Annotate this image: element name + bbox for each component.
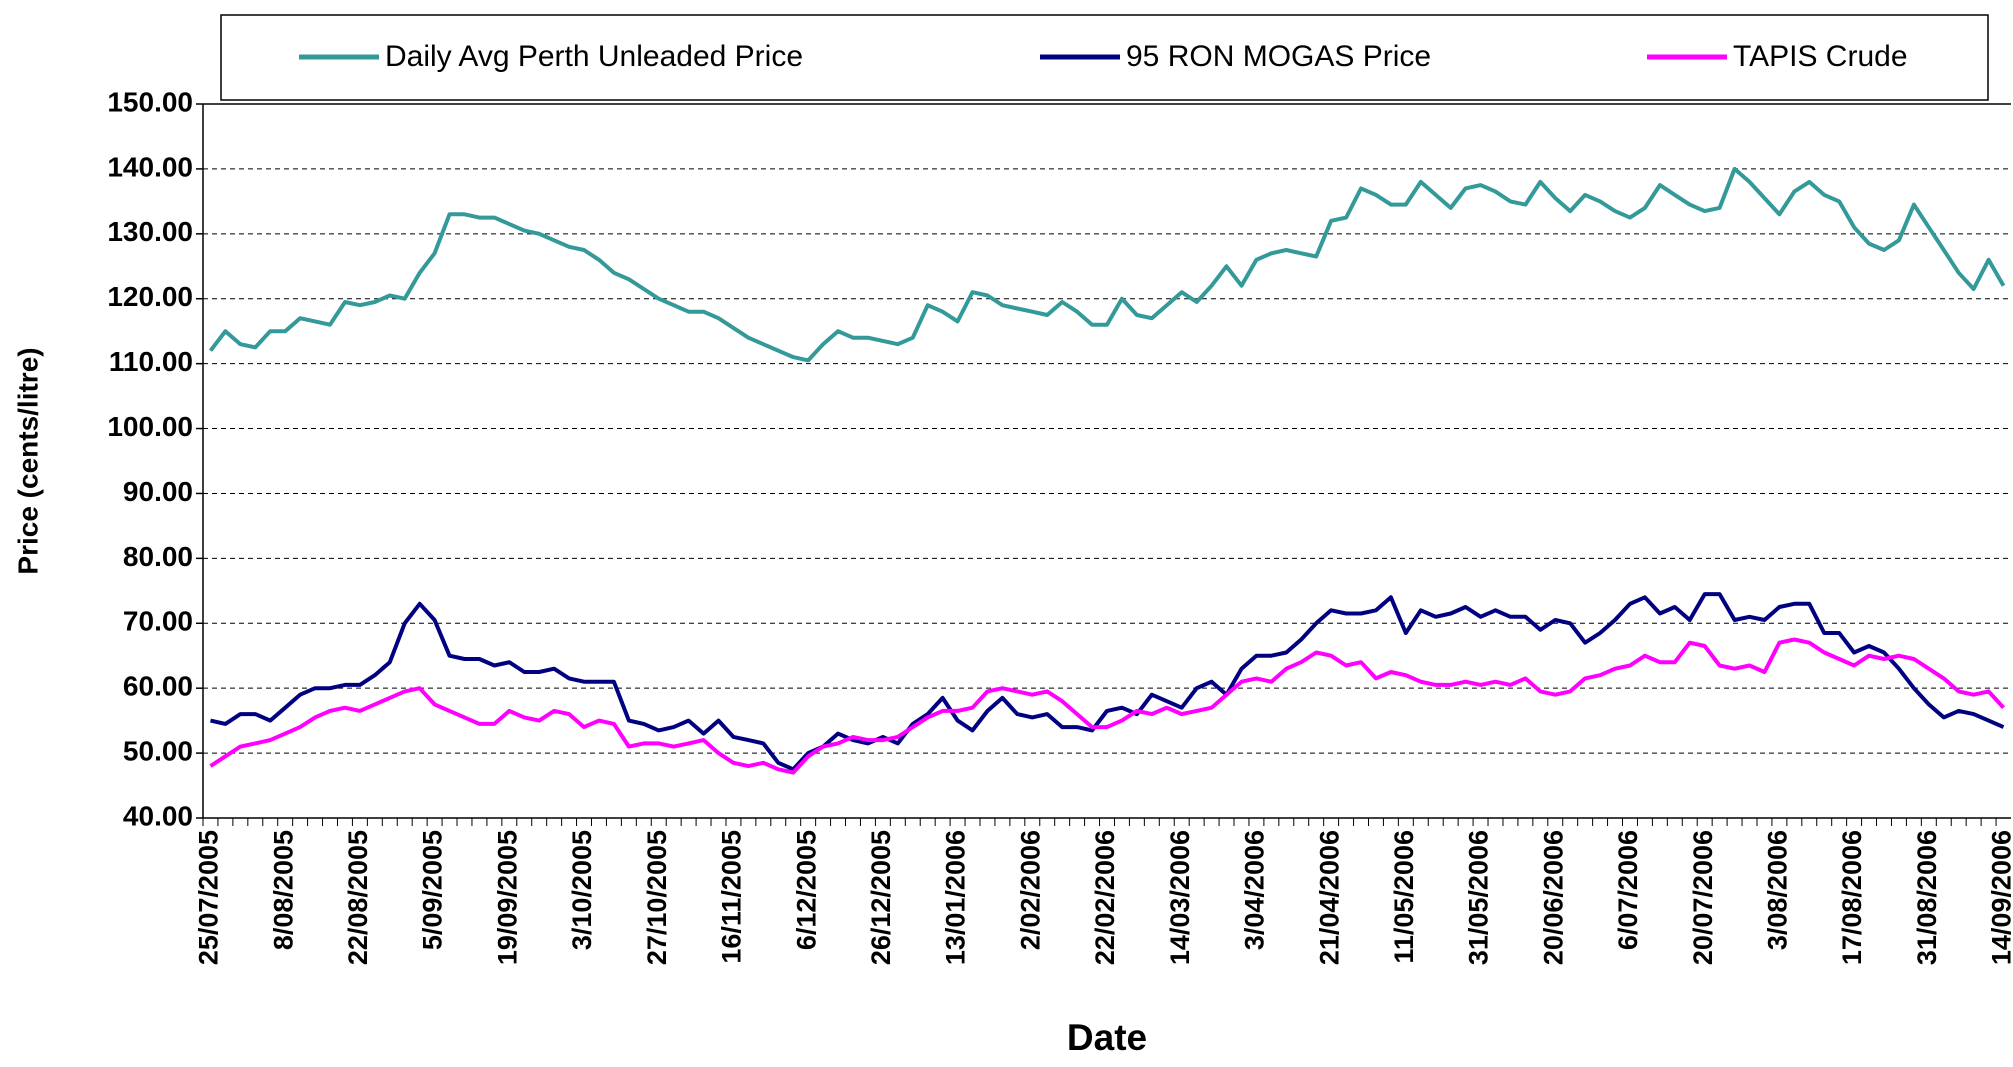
- series-line: [209, 637, 2005, 775]
- y-tick-label: 130.00: [107, 216, 193, 247]
- x-tick-label: 26/12/2005: [866, 830, 896, 965]
- x-tick-label: 14/09/2006: [1987, 830, 2013, 965]
- y-tick-label: 40.00: [123, 800, 193, 831]
- x-tick-label: 3/04/2006: [1240, 830, 1270, 950]
- x-tick-label: 14/03/2006: [1165, 830, 1195, 965]
- y-tick-label: 110.00: [109, 346, 193, 377]
- y-tick-label: 50.00: [123, 735, 193, 766]
- x-tick-label: 22/08/2005: [343, 830, 373, 965]
- x-axis-title: Date: [1067, 1017, 1147, 1058]
- x-tick-label: 2/02/2006: [1015, 830, 1045, 950]
- series-line: [208, 166, 2006, 363]
- y-tick-label: 150.00: [107, 86, 193, 117]
- x-tick-label: 11/05/2006: [1389, 830, 1419, 964]
- y-axis-title: Price (cents/litre): [12, 347, 43, 574]
- legend-label: Daily Avg Perth Unleaded Price: [385, 40, 803, 73]
- series-line: [210, 592, 2005, 772]
- y-tick-label: 120.00: [107, 281, 193, 312]
- legend-label: TAPIS Crude: [1733, 40, 1908, 73]
- y-tick-label: 140.00: [107, 151, 193, 182]
- x-tick-label: 5/09/2005: [418, 830, 448, 950]
- x-tick-label: 6/12/2005: [791, 830, 821, 950]
- x-tick-label: 22/02/2006: [1090, 830, 1120, 965]
- x-tick-label: 25/07/2005: [194, 830, 224, 965]
- y-tick-label: 100.00: [107, 411, 193, 442]
- y-tick-label: 60.00: [123, 671, 193, 702]
- y-tick-label: 80.00: [123, 541, 193, 572]
- x-tick-label: 8/08/2005: [268, 830, 298, 950]
- x-tick-label: 20/07/2006: [1688, 830, 1718, 965]
- x-tick-label: 17/08/2006: [1837, 830, 1867, 965]
- x-tick-label: 20/06/2006: [1538, 830, 1568, 965]
- x-tick-label: 13/01/2006: [941, 830, 971, 965]
- x-tick-label: 31/05/2006: [1464, 830, 1494, 965]
- x-tick-label: 3/10/2005: [567, 830, 597, 950]
- legend-label: 95 RON MOGAS Price: [1126, 40, 1431, 73]
- y-tick-label: 70.00: [123, 606, 193, 637]
- x-tick-label: 21/04/2006: [1314, 830, 1344, 965]
- x-tick-label: 27/10/2005: [642, 830, 672, 965]
- y-tick-label: 90.00: [123, 476, 193, 507]
- x-tick-label: 19/09/2005: [492, 830, 522, 965]
- x-tick-label: 16/11/2005: [717, 830, 747, 964]
- x-tick-label: 6/07/2006: [1613, 830, 1643, 950]
- x-tick-label: 31/08/2006: [1912, 830, 1942, 965]
- x-tick-label: 3/08/2006: [1763, 830, 1793, 950]
